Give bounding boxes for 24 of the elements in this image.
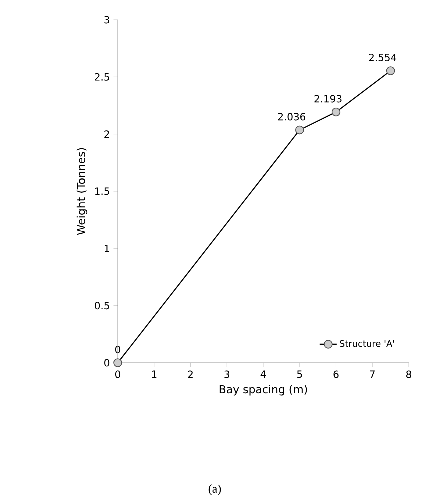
data-label: 2.193 — [314, 95, 342, 103]
y-tick-label: 1 — [104, 245, 110, 252]
x-tick-label: 8 — [406, 370, 412, 378]
y-axis-title: Weight (Tonnes) — [76, 148, 88, 236]
x-tick-label: 4 — [260, 370, 266, 378]
y-tick-label: 2.5 — [95, 73, 110, 81]
y-tick-label: 3 — [104, 16, 110, 24]
x-tick-label: 3 — [224, 370, 230, 378]
x-tick-label: 7 — [370, 370, 375, 378]
y-tick-label: 0.5 — [95, 302, 110, 310]
data-label: 0 — [115, 346, 121, 354]
y-tick-label: 2 — [104, 130, 110, 138]
y-tick-label: 0 — [104, 359, 110, 367]
x-tick-label: 6 — [334, 370, 339, 378]
x-axis-title: Bay spacing (m) — [220, 385, 308, 396]
x-tick-label: 2 — [188, 370, 193, 378]
data-label: 2.036 — [278, 113, 306, 121]
x-tick-label: 0 — [115, 370, 121, 378]
data-label: 2.554 — [369, 54, 397, 62]
x-tick-label: 1 — [152, 370, 157, 378]
legend-label: Structure 'A' — [340, 340, 394, 348]
y-tick-label: 1.5 — [95, 188, 110, 196]
text: (a) — [208, 484, 222, 496]
x-tick-label: 5 — [297, 370, 302, 378]
